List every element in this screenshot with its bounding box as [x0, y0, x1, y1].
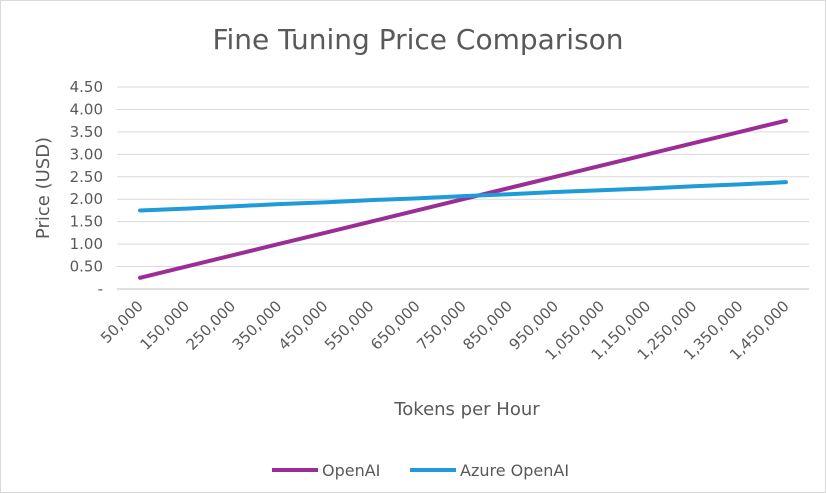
y-tick-label: 4.00 [70, 100, 103, 118]
y-tick-label: 2.50 [70, 168, 103, 186]
y-tick-label: 3.00 [70, 145, 103, 163]
x-tick-label: 550,000 [321, 297, 378, 354]
series-lines [138, 118, 788, 280]
chart-title: Fine Tuning Price Comparison [212, 23, 623, 56]
y-tick-label: 2.00 [70, 190, 103, 208]
x-axis-title: Tokens per Hour [393, 399, 540, 420]
x-tick-label: 450,000 [275, 297, 332, 354]
x-axis-ticks: 50,000150,000250,000350,000450,000550,00… [97, 297, 793, 364]
y-axis-title: Price (USD) [33, 137, 54, 239]
series-line-openai [138, 118, 788, 280]
x-tick-label: 650,000 [367, 297, 424, 354]
y-tick-label: 1.50 [70, 213, 103, 231]
x-tick-label: 750,000 [413, 297, 470, 354]
y-tick-label: 0.50 [70, 258, 103, 276]
y-tick-label: 1.00 [70, 235, 103, 253]
y-axis-ticks: - 0.50 1.00 1.50 2.00 2.50 3.00 3.50 4.00 4.50 [70, 78, 103, 298]
series-line-azure-openai [138, 180, 788, 213]
x-tick-label: 250,000 [183, 297, 240, 354]
x-tick-label: 150,000 [136, 297, 193, 354]
legend-label: OpenAI [322, 461, 380, 480]
x-tick-label: 850,000 [459, 297, 516, 354]
legend-label: Azure OpenAI [460, 461, 569, 480]
y-tick-label: - [98, 280, 103, 298]
legend: OpenAI Azure OpenAI [272, 461, 569, 480]
x-tick-label: 350,000 [229, 297, 286, 354]
y-tick-label: 4.50 [70, 78, 103, 96]
y-tick-label: 3.50 [70, 123, 103, 141]
